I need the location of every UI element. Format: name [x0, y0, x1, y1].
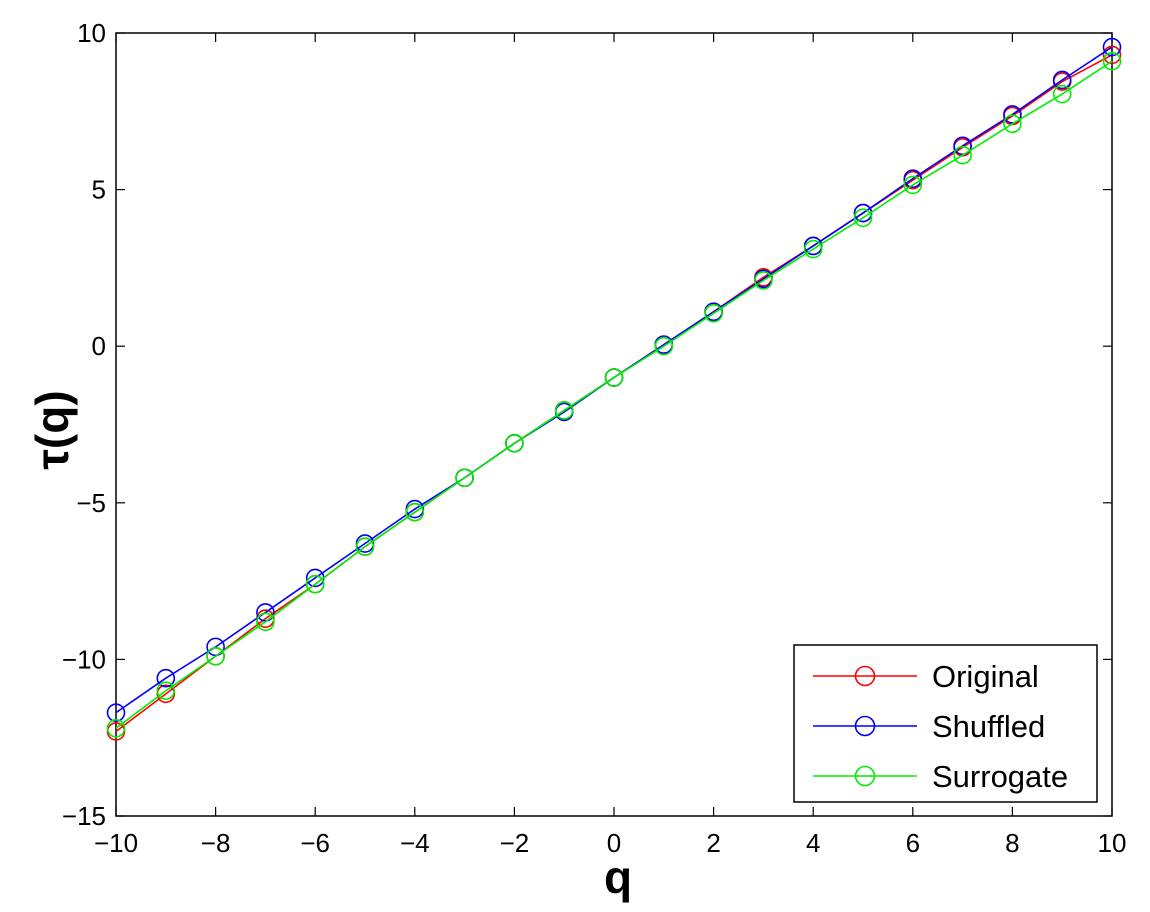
series-layer — [106, 37, 1122, 741]
legend-label-original: Original — [932, 659, 1039, 694]
data-point-surrogate — [554, 401, 574, 420]
y-tick-label: 5 — [92, 175, 106, 205]
data-point-shuffled — [1052, 70, 1072, 90]
x-tick-label: −2 — [500, 828, 530, 858]
data-point-surrogate — [256, 612, 275, 632]
legend: Original Shuffled Surrogate — [793, 644, 1098, 803]
x-tick-label: 8 — [1005, 828, 1019, 858]
x-tick-label: 4 — [806, 828, 820, 858]
data-point-surrogate — [106, 719, 126, 738]
x-tick-label: −4 — [400, 828, 430, 858]
data-point-surrogate — [355, 537, 375, 556]
data-point-shuffled — [903, 169, 923, 188]
x-tick-label: 6 — [906, 828, 920, 858]
axis-ticks — [115, 32, 1113, 817]
x-tick-label: −8 — [201, 828, 231, 858]
legend-label-shuffled: Shuffled — [932, 709, 1045, 744]
data-point-surrogate — [1052, 84, 1072, 104]
data-point-original — [1102, 45, 1122, 65]
data-point-surrogate — [156, 681, 176, 701]
y-axis-title: τ(q) — [26, 390, 78, 469]
data-point-surrogate — [604, 368, 624, 387]
y-tick-label: −10 — [62, 644, 106, 674]
data-point-surrogate — [455, 468, 474, 488]
data-point-surrogate — [305, 574, 325, 594]
y-tick-labels: −15 −10 −5 0 5 10 — [62, 18, 106, 831]
x-tick-label: −6 — [300, 828, 330, 858]
legend-marker-shuffled — [854, 715, 876, 737]
legend-label-surrogate: Surrogate — [932, 759, 1068, 794]
legend-marker-original — [854, 665, 876, 687]
y-tick-label: −5 — [76, 488, 106, 518]
x-tick-labels: −10 −8 −6 −4 −2 0 2 4 6 8 10 — [94, 828, 1127, 858]
x-tick-label: 10 — [1098, 828, 1127, 858]
data-point-surrogate — [405, 502, 425, 522]
x-tick-label: −10 — [94, 828, 138, 858]
data-point-surrogate — [505, 433, 524, 453]
data-point-shuffled — [156, 668, 176, 688]
data-point-shuffled — [1102, 37, 1122, 57]
data-point-surrogate — [953, 145, 972, 165]
y-tick-label: −15 — [62, 801, 106, 831]
x-tick-label: 0 — [607, 828, 621, 858]
series-line-surrogate — [115, 60, 1113, 729]
data-point-surrogate — [654, 336, 674, 356]
y-tick-label: 0 — [92, 331, 106, 361]
data-point-surrogate — [1102, 51, 1122, 71]
series-surrogate — [106, 51, 1122, 738]
x-tick-label: 2 — [706, 828, 720, 858]
y-tick-label: 10 — [77, 18, 106, 48]
data-point-surrogate — [754, 271, 773, 290]
x-axis-title: q — [604, 851, 632, 903]
data-point-surrogate — [704, 304, 723, 323]
data-point-shuffled — [106, 703, 126, 722]
data-point-surrogate — [903, 175, 923, 195]
data-point-surrogate — [803, 239, 823, 259]
data-point-surrogate — [206, 646, 225, 666]
data-point-surrogate — [1003, 114, 1022, 134]
legend-marker-surrogate — [854, 765, 876, 787]
data-point-surrogate — [853, 208, 873, 228]
